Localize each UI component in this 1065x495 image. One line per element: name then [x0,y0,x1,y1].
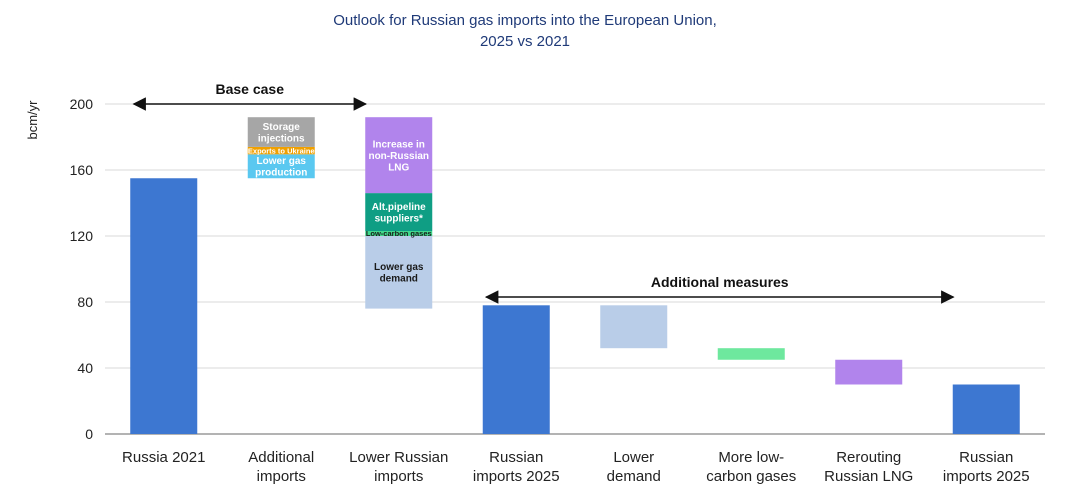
bar-segment [952,384,1020,434]
category-label: Russian imports 2025 [473,449,560,485]
category-label-line: Rerouting [836,449,901,466]
segment-label-line: non-Russian [368,151,429,162]
bar-segment [247,146,315,155]
category-label-line: Russian LNG [824,468,913,485]
segment-label-line: Lower gas [257,156,307,167]
y-tick-label: 80 [77,294,93,310]
segment-label-line: demand [380,274,418,285]
category-label-line: More low- [718,449,784,466]
segment-label-line: production [255,168,307,179]
y-axis-ticks: 0 40 80 120 160 200 [70,96,94,442]
category-label: Additional imports [248,449,314,485]
category-label: Lower demand [607,449,661,485]
category-label-line: imports 2025 [943,468,1030,485]
segment-label-line: LNG [388,162,409,173]
chart-title: Outlook for Russian gas imports into the… [333,12,717,29]
category-label-line: carbon gases [706,468,796,485]
bar-segment [365,231,433,236]
category-label-line: Russia 2021 [122,449,205,466]
annotation-label: Additional measures [651,274,789,290]
category-label: Russia 2021 [122,449,205,466]
segment-label: Storage injections [258,122,305,145]
annotation-label: Base case [215,81,284,97]
segment-label: Lower gas production [255,156,307,179]
bar-segment [835,359,903,385]
segment-label-line: suppliers* [375,213,423,224]
category-label-line: imports 2025 [473,468,560,485]
category-label-line: demand [607,468,661,485]
segment-label: Exports to Ukraine [248,146,315,155]
y-tick-label: 200 [70,96,94,112]
segment-label-line: Lower gas [374,262,424,273]
category-label-line: Lower [613,449,654,466]
gridlines [105,103,1045,435]
bar-segment [365,193,433,232]
bar-segment [600,305,668,349]
annotations: Base case Additional measures [132,81,955,304]
segment-label-line: Low-carbon gases [366,229,432,238]
y-axis-label: bcm/yr [25,100,40,140]
category-label: Russian imports 2025 [943,449,1030,485]
category-label-line: Additional [248,449,314,466]
segment-label: Lower gas demand [374,262,424,285]
segment-label-line: Alt.pipeline [372,202,426,213]
category-label-line: Russian [959,449,1013,466]
segment-label-line: Storage [263,122,301,133]
bar-segment [365,236,433,309]
category-label: More low-carbon gases [706,449,796,485]
y-tick-label: 40 [77,360,93,376]
category-label: Lower Russian imports [349,449,448,485]
bar-segment [247,154,315,179]
y-tick-label: 120 [70,228,94,244]
segment-label-line: Exports to Ukraine [248,146,315,155]
category-label-line: Lower Russian [349,449,448,466]
category-label-line: imports [374,468,423,485]
y-tick-label: 160 [70,162,94,178]
category-label: Rerouting Russian LNG [824,449,913,485]
bar-segment [247,117,315,147]
segment-label-line: Increase in [373,139,425,150]
segment-label: Low-carbon gases [366,229,432,238]
segment-label: Alt.pipeline suppliers* [372,202,426,225]
segment-label-line: injections [258,133,305,144]
chart-subtitle: 2025 vs 2021 [480,33,570,50]
bar-segment [365,117,433,194]
y-tick-label: 0 [85,426,93,442]
bar-segment [130,178,198,434]
segment-label: Increase in non-Russian LNG [368,139,429,173]
bar-segment [717,348,785,360]
bar-segment [482,305,550,434]
category-label-line: Russian [489,449,543,466]
category-label-line: imports [257,468,306,485]
